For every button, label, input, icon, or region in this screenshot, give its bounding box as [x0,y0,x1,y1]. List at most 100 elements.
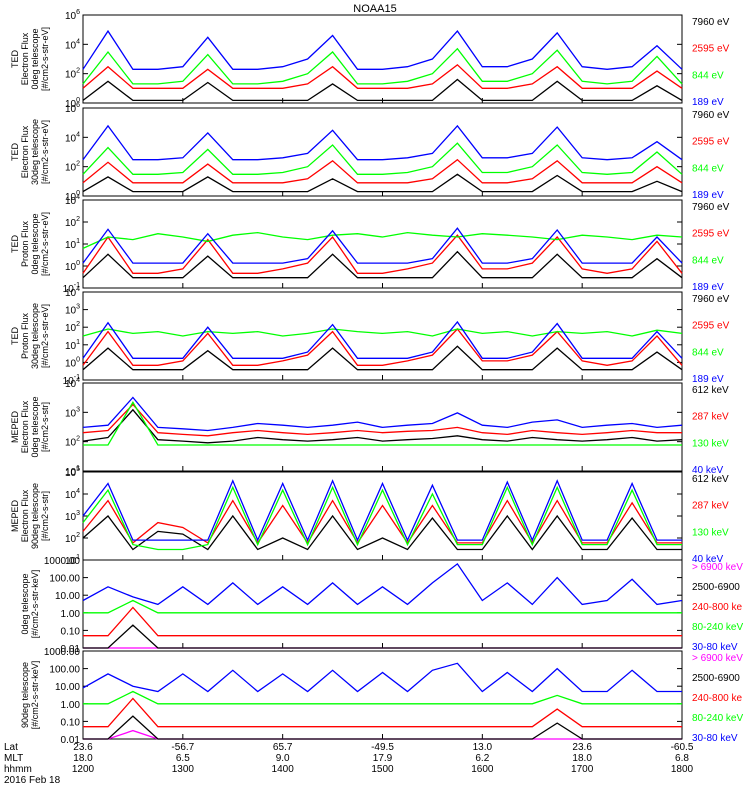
legend-entry: 189 eV [692,97,724,108]
y-axis-label: 0deg telescope[#/cm2-s-str-keV] [20,570,40,639]
legend-entry: 844 eV [692,347,724,358]
y-tick-exponent: 0 [76,190,80,197]
panel-frame [82,559,683,649]
legend-entry: > 6900 keV [692,562,743,573]
legend-entry: 2595 eV [692,44,730,55]
y-tick-exponent: 4 [76,488,80,495]
y-tick-label: 0.10 [61,717,81,728]
y-tick-label: 1000.00 [44,556,81,567]
y-tick-exponent: 0 [76,97,80,104]
y-axis-label-line: [#/cm2-s-str] [40,402,50,452]
x-tick-label-lat: 23.6 [572,742,592,753]
y-tick-label: 104 [65,38,80,51]
legend-entry: > 6900 keV [692,653,743,664]
xrow-label-date: 2016 Feb 18 [4,775,61,786]
x-tick-label-mlt: 18.0 [73,753,93,764]
y-tick-label: 104 [65,377,80,390]
xrow-label-mlt: MLT [4,753,23,764]
legend-entry: 30-80 keV [692,733,738,744]
y-axis-label-line: 30deg telescope [30,119,40,185]
y-tick-label: 102 [65,161,80,174]
legend-entry: 40 keV [692,465,723,476]
y-axis-label-line: TED [10,234,20,253]
y-axis-label-line: [#/cm2-s-str-keV] [30,570,40,639]
y-tick-exponent: 6 [76,102,80,109]
x-tick-label-hhmm: 1700 [571,764,594,775]
y-axis-label-line: Electron Flux [20,489,30,542]
legend-entry: 2595 eV [692,321,730,332]
legend-entry: 240-800 ke [692,693,742,704]
legend-entry: 30-80 keV [692,642,738,653]
legend-entry: 844 eV [692,255,724,266]
series-line-4 [82,124,683,161]
x-tick-label-hhmm: 1300 [172,764,195,775]
y-tick-label: 102 [65,436,80,449]
x-tick-label-hhmm: 1400 [272,764,295,775]
y-axis-label-line: 0deg telescope [30,396,40,457]
series-line-3 [82,47,683,85]
y-tick-exponent: 3 [76,406,80,413]
y-tick-label: 1.00 [61,700,81,711]
series-line-2 [82,403,682,437]
y-axis-label: TEDElectron Flux0deg telescope[#/cm2-s-s… [10,27,50,91]
xrow-label-hhmm: hhmm [4,764,32,775]
legend-entry: 80-240 keV [692,622,743,633]
y-tick-exponent: -1 [74,374,80,381]
y-tick-exponent: -1 [74,282,80,289]
legend-entry: 2500-6900 [692,582,740,593]
x-tick-label-mlt: 6.5 [176,753,190,764]
y-tick-label: 104 [65,286,80,299]
y-tick-exponent: 1 [76,238,80,245]
y-tick-exponent: 2 [76,216,80,223]
legend-entry: 287 keV [692,501,729,512]
legend-entry: 80-240 keV [692,713,743,724]
series-line-2 [82,234,683,274]
series-line-2 [82,499,682,545]
y-tick-label: 103 [65,304,80,317]
series-line-4 [82,320,683,359]
y-axis-label-line: [#/cm2-s-str-eV] [40,27,50,91]
y-tick-label: 104 [65,194,80,207]
y-axis-label-line: TED [10,142,20,161]
x-tick-label-mlt: 18.0 [572,753,592,764]
y-axis-label-line: 0deg telescope [30,213,40,274]
series-line-3 [82,328,683,337]
y-tick-exponent: 4 [76,194,80,201]
series-line-2 [82,63,683,89]
y-tick-label: 1000.00 [44,647,81,658]
panel-7: 1000.00 100.00 10.00 1.00 0.10 0.01 0deg teles… [20,556,743,655]
legend-entry: 40 keV [692,554,723,565]
legend-entry: 844 eV [692,163,724,174]
legend-entry: 7960 eV [692,202,730,213]
y-axis-label: TEDElectron Flux30deg telescope[#/cm2-s-… [10,119,50,185]
y-axis-label-line: 0deg telescope [30,28,40,89]
legend-entry: 189 eV [692,190,724,201]
y-axis-label-line: Electron Flux [20,400,30,453]
x-tick-label-mlt: 6.8 [675,753,689,764]
x-tick-label-hhmm: 1200 [72,764,95,775]
y-tick-label: 0.10 [61,626,81,637]
panel-4: 104 103 102 101 100 1 0 -1 TEDProton Flux30deg t… [10,286,730,387]
series-line-2 [83,715,682,740]
y-tick-exponent: 4 [76,131,80,138]
legend-entry: 7960 eV [692,294,730,305]
y-tick-exponent: 2 [76,161,80,168]
y-tick-label: 102 [65,321,80,334]
x-tick-label-lat: -56.7 [171,742,194,753]
y-axis-label: MEPEDElectron Flux90deg telescope[#/cm2-… [10,483,50,549]
legend-entry: 844 eV [692,70,724,81]
y-tick-exponent: 2 [76,321,80,328]
series-line-4 [82,479,682,542]
y-tick-label: 0.01 [61,735,81,746]
series-line-1 [82,345,683,371]
series-line-4 [82,29,683,70]
y-axis-label: TEDProton Flux0deg telescope[#/cm2-s-str… [10,212,50,276]
legend-entry: 7960 eV [692,110,730,121]
series-line-3 [83,606,682,637]
y-axis-label: 90deg telescope[#/cm2-s-str-keV] [20,661,40,730]
y-tick-label: 100.00 [49,665,80,676]
y-axis-label-line: TED [10,49,20,68]
legend-entry: 287 keV [692,412,729,423]
